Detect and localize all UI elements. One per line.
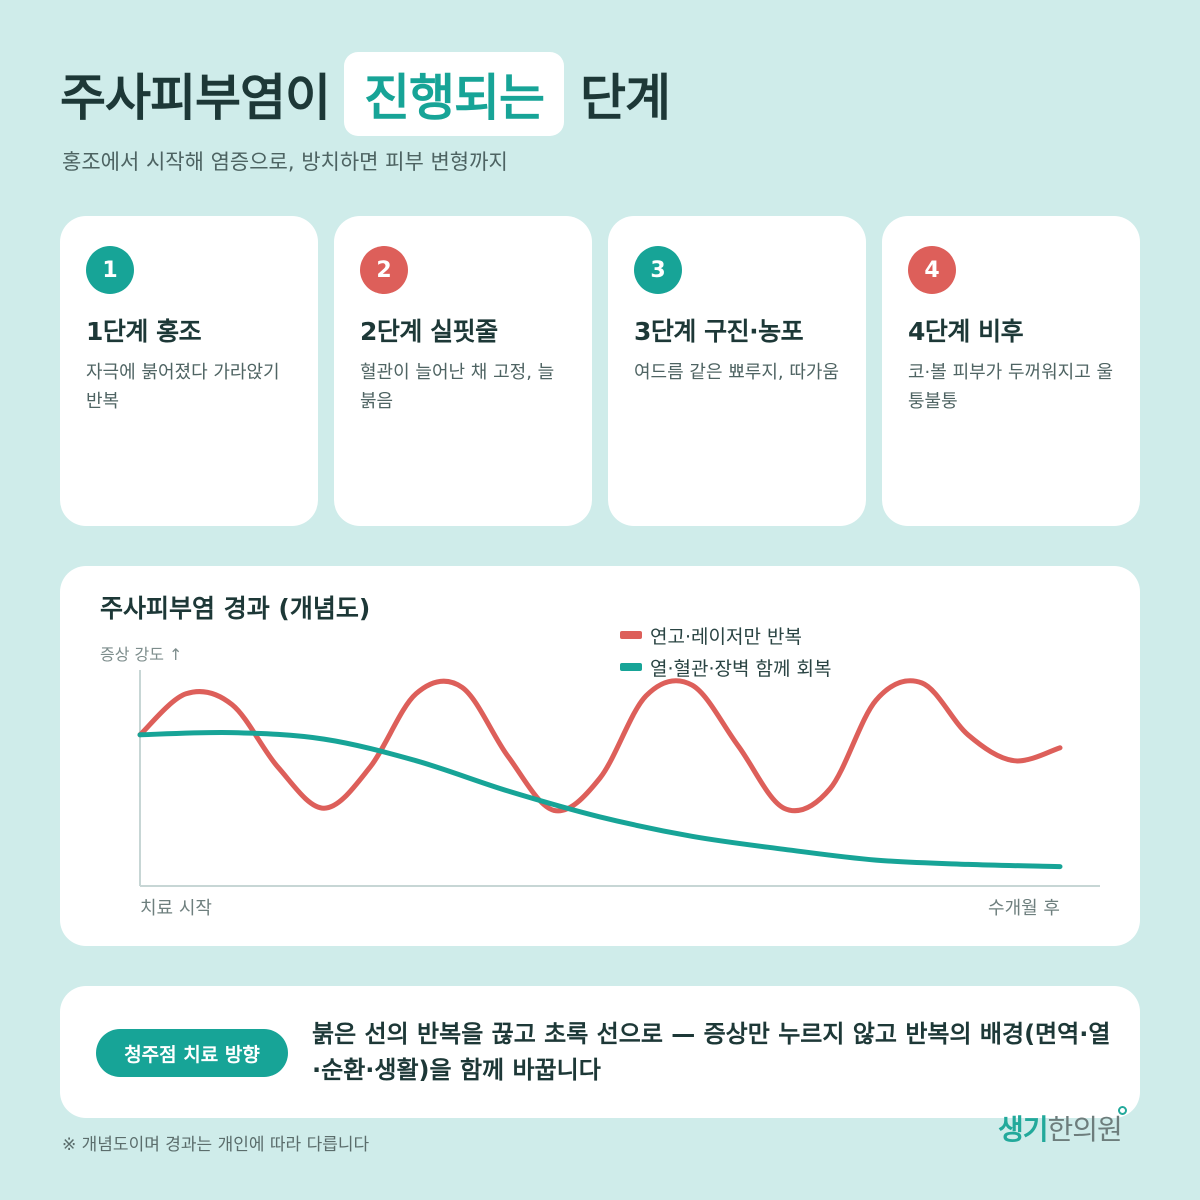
brand-logo: 생기한의원 [998, 1108, 1123, 1148]
legend-swatch-red [620, 631, 642, 639]
stage-number-badge: 4 [908, 246, 956, 294]
stage-number-badge: 3 [634, 246, 682, 294]
stage-card-2: 2 2단계 실핏줄 혈관이 늘어난 채 고정, 늘 붉음 [334, 216, 592, 526]
y-axis-label: 증상 강도 ↑ [100, 645, 182, 664]
stage-card-4: 4 4단계 비후 코·볼 피부가 두꺼워지고 울퉁불퉁 [882, 216, 1140, 526]
series-line-recovery [137, 729, 1063, 870]
stage-card-3: 3 3단계 구진·농포 여드름 같은 뾰루지, 따가움 [608, 216, 866, 526]
stage-card-1: 1 1단계 홍조 자극에 붉어졌다 가라앉기 반복 [60, 216, 318, 526]
stage-number-badge: 1 [86, 246, 134, 294]
x-end-label: 수개월 후 [988, 898, 1060, 919]
page-subtitle: 홍조에서 시작해 염증으로, 방치하면 피부 변형까지 [62, 150, 508, 174]
course-chart-panel: 주사피부염 경과 (개념도) 증상 강도 ↑ 치료 시작 수개월 후 연고·레이… [60, 566, 1140, 946]
brand-logo-part1: 생기 [998, 1113, 1049, 1146]
chart-title: 주사피부염 경과 (개념도) [100, 594, 370, 623]
stage-description: 코·볼 피부가 두꺼워지고 울퉁불퉁 [908, 362, 1114, 412]
footnote: ※ 개념도이며 경과는 개인에 따라 다릅니다 [62, 1135, 370, 1155]
title-highlight: 진행되는 [344, 52, 564, 136]
stage-number-badge: 2 [360, 246, 408, 294]
x-start-label: 치료 시작 [140, 898, 212, 919]
chart-legend: 연고·레이저만 반복 열·혈관·장벽 함께 회복 [620, 626, 831, 680]
legend-swatch-teal [620, 663, 642, 671]
treatment-direction-badge: 청주점 치료 방향 [96, 1029, 288, 1077]
stage-cards: 1 1단계 홍조 자극에 붉어졌다 가라앉기 반복 2 2단계 실핏줄 혈관이 … [60, 216, 1140, 526]
stage-title: 2단계 실핏줄 [360, 317, 498, 346]
treatment-direction-panel: 청주점 치료 방향 붉은 선의 반복을 끊고 초록 선으로 — 증상만 누르지 … [60, 986, 1140, 1118]
title-prefix: 주사피부염이 [60, 69, 331, 127]
treatment-direction-text: 붉은 선의 반복을 끊고 초록 선으로 — 증상만 누르지 않고 반복의 배경(… [312, 1020, 1111, 1084]
stage-title: 1단계 홍조 [86, 317, 202, 346]
stage-title: 4단계 비후 [908, 317, 1024, 346]
stage-description: 여드름 같은 뾰루지, 따가움 [634, 362, 840, 383]
title-suffix: 단계 [580, 69, 671, 127]
legend-label-red: 연고·레이저만 반복 [650, 626, 802, 648]
course-chart: 주사피부염 경과 (개념도) 증상 강도 ↑ 치료 시작 수개월 후 연고·레이… [100, 594, 1100, 919]
stage-description: 자극에 붉어졌다 가라앉기 반복 [86, 362, 280, 412]
legend-label-teal: 열·혈관·장벽 함께 회복 [650, 658, 831, 680]
page-title: 주사피부염이 진행되는 단계 [60, 52, 671, 136]
brand-logo-dot [1118, 1106, 1127, 1115]
brand-logo-part2: 한의원 [1047, 1113, 1123, 1146]
series-line-repeat [137, 678, 1063, 814]
stage-title: 3단계 구진·농포 [634, 317, 804, 346]
stage-description: 혈관이 늘어난 채 고정, 늘 붉음 [360, 362, 555, 412]
